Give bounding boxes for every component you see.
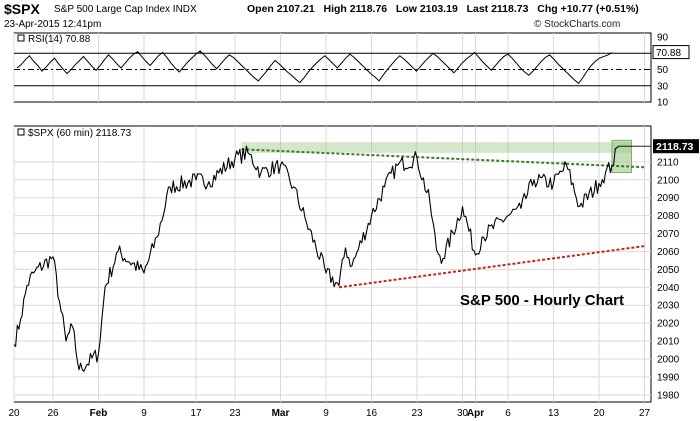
rsi-line	[16, 50, 613, 85]
price-line	[13, 145, 619, 372]
resistance-band	[241, 142, 632, 153]
index-name: S&P 500 Large Cap Index INDX	[54, 4, 197, 15]
last-value: 2118.73	[491, 3, 529, 15]
x-tick-label: 9	[141, 408, 147, 419]
price-legend-swatch	[17, 128, 25, 136]
price-tick-label: 2030	[657, 301, 680, 312]
chart-symbol: $SPX	[4, 1, 40, 17]
price-tick-label: 2000	[657, 354, 680, 365]
x-tick-label: 20	[593, 408, 605, 419]
x-tick-label: 20	[8, 408, 20, 419]
price-tick-label: 2080	[657, 211, 680, 222]
rsi-legend-swatch	[17, 34, 25, 42]
price-tick-label: 1980	[657, 390, 680, 401]
low-value: 2103.19	[419, 3, 458, 15]
rsi-tick-label: 30	[657, 81, 669, 92]
x-tick-label: 13	[548, 408, 560, 419]
x-tick-label: 17	[190, 408, 202, 419]
x-tick-label: 26	[47, 408, 59, 419]
rsi-last-value-badge	[652, 45, 690, 60]
price-tick-label: 2110	[657, 157, 679, 168]
price-panel-frame	[13, 125, 652, 403]
last-price-label: 2118.73	[656, 141, 694, 153]
chg-label: Chg	[537, 3, 558, 15]
price-tick-label: 2040	[657, 283, 680, 294]
x-tick-label: 23	[229, 408, 241, 419]
x-tick-label: Mar	[272, 408, 290, 419]
low-label: Low	[395, 3, 417, 15]
price-tick-label: 2010	[657, 337, 680, 348]
quote-date: 23-Apr-2015 12:41pm	[4, 19, 102, 30]
high-label: High	[323, 3, 347, 15]
price-tick-label: 2020	[657, 319, 680, 330]
price-tick-label: 2050	[657, 265, 680, 276]
rsi-tick-label: 90	[657, 33, 669, 44]
resistance-trendline	[241, 148, 645, 169]
x-tick-label: 16	[366, 408, 378, 419]
last-price-badge	[653, 139, 699, 154]
price-tick-label: 2090	[657, 193, 680, 204]
quote-summary: Open 2107.21 High 2118.76 Low 2103.19 La…	[247, 3, 639, 15]
x-tick-label: 9	[323, 408, 329, 419]
chart-annotation-text: S&P 500 - Hourly Chart	[460, 292, 624, 309]
rsi-panel-frame	[13, 32, 652, 103]
rsi-legend-label: RSI(14) 70.88	[28, 34, 91, 45]
x-tick-label: 30	[457, 408, 469, 419]
chg-value: +10.77 (+0.51%)	[560, 3, 639, 15]
open-label: Open	[247, 3, 274, 15]
high-value: 2118.76	[349, 3, 388, 15]
rsi-last-value-label: 70.88	[656, 48, 681, 59]
rsi-tick-label: 50	[657, 65, 669, 76]
price-tick-label: 2070	[657, 229, 680, 240]
rsi-legend	[17, 34, 25, 42]
price-tick-label: 2100	[657, 175, 680, 186]
x-tick-label: 6	[505, 408, 511, 419]
rsi-tick-label: 10	[657, 98, 669, 109]
index-name-text: S&P 500 Large Cap Index	[54, 4, 171, 15]
stockcharts-credit: © StockCharts.com	[534, 19, 621, 30]
last-label: Last	[466, 3, 489, 15]
x-tick-label: Apr	[467, 408, 484, 419]
x-tick-label: Feb	[90, 408, 108, 419]
open-value: 2107.21	[276, 3, 315, 15]
price-tick-label: 1990	[657, 372, 680, 383]
x-tick-label: 27	[639, 408, 651, 419]
x-tick-label: 23	[411, 408, 423, 419]
exchange-text: INDX	[172, 4, 197, 15]
price-tick-label: 2060	[657, 247, 680, 258]
price-legend-label: $SPX (60 min) 2118.73	[28, 128, 132, 139]
support-trendline	[338, 245, 645, 289]
